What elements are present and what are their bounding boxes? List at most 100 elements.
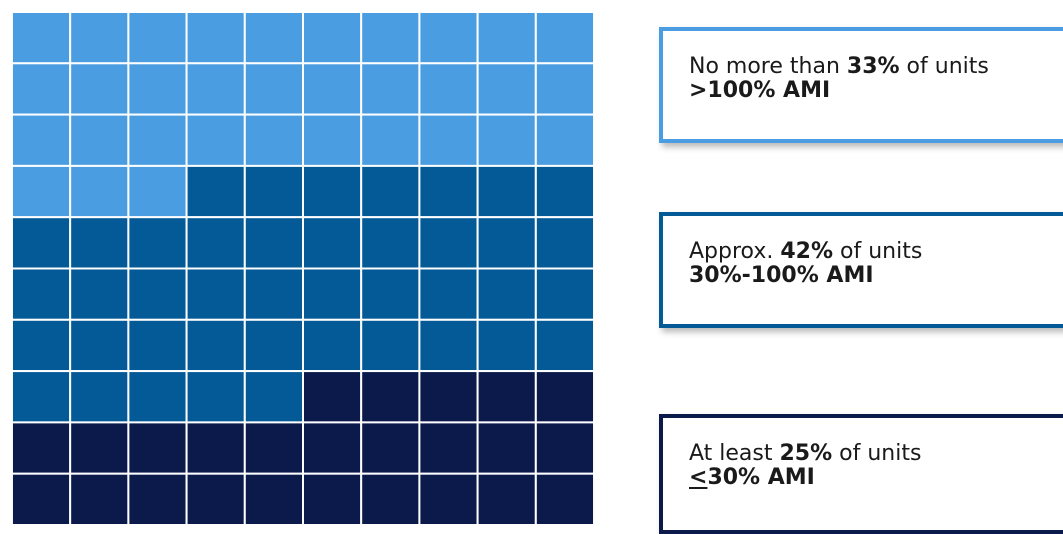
waffle-cell	[302, 164, 363, 219]
waffle-cell	[418, 216, 479, 270]
waffle-cell	[10, 12, 72, 65]
waffle-cell	[243, 318, 304, 373]
waffle-cell	[69, 267, 130, 321]
waffle-cell	[243, 267, 304, 321]
waffle-cell	[534, 267, 596, 321]
waffle-cell	[69, 216, 130, 270]
legend-card-high-suffix: of units	[899, 54, 989, 79]
waffle-cell	[69, 370, 130, 424]
waffle-cell	[418, 164, 479, 219]
waffle-cell	[243, 113, 304, 167]
waffle-cell	[10, 421, 72, 475]
waffle-cell	[69, 318, 130, 373]
waffle-cell	[243, 472, 304, 525]
legend-card-mid-prefix: Approx.	[689, 239, 781, 264]
waffle-cell	[127, 421, 188, 475]
waffle-cell	[476, 216, 537, 270]
waffle-cell	[302, 62, 363, 116]
legend-card-low-label: <30% AMI	[689, 466, 1063, 490]
waffle-cell	[10, 472, 72, 525]
waffle-cell	[243, 370, 304, 424]
legend-card-mid-label: 30%-100% AMI	[689, 263, 874, 288]
waffle-cell	[302, 267, 363, 321]
waffle-cell	[127, 318, 188, 373]
waffle-cell	[127, 62, 188, 116]
waffle-cell	[534, 318, 596, 373]
waffle-cell	[127, 370, 188, 424]
waffle-cell	[360, 267, 421, 321]
waffle-cell	[69, 472, 130, 525]
waffle-cell	[302, 113, 363, 167]
legend-card-high-percent: 33%	[846, 54, 900, 79]
waffle-cell	[418, 318, 479, 373]
waffle-cell	[10, 113, 72, 167]
waffle-cell	[534, 12, 596, 65]
waffle-cell	[476, 370, 537, 424]
waffle-cell	[476, 113, 537, 167]
legend-card-low-percent: 25%	[779, 441, 833, 466]
waffle-cell	[476, 12, 537, 65]
waffle-cell	[185, 267, 246, 321]
waffle-cell	[418, 267, 479, 321]
waffle-cell	[127, 113, 188, 167]
waffle-cell	[534, 62, 596, 116]
waffle-cell	[418, 370, 479, 424]
waffle-cell	[360, 62, 421, 116]
waffle-cell	[243, 62, 304, 116]
waffle-cell	[476, 62, 537, 116]
legend-card-low-suffix: of units	[832, 441, 922, 466]
waffle-cell	[10, 267, 72, 321]
waffle-cell	[418, 421, 479, 475]
legend-card-mid-percent: 42%	[780, 239, 834, 264]
waffle-cell	[534, 216, 596, 270]
waffle-cell	[418, 472, 479, 525]
waffle-cell	[302, 421, 363, 475]
waffle-cell	[302, 318, 363, 373]
waffle-cell	[476, 318, 537, 373]
waffle-cell	[360, 12, 421, 65]
waffle-cell	[185, 164, 246, 219]
waffle-cell	[302, 472, 363, 525]
less-than-or-equal-symbol: <	[689, 465, 708, 490]
waffle-cell	[69, 62, 130, 116]
waffle-cell	[302, 216, 363, 270]
waffle-chart	[10, 12, 596, 525]
waffle-cell	[534, 164, 596, 219]
waffle-cell	[185, 216, 246, 270]
waffle-cell	[69, 12, 130, 65]
waffle-cell	[360, 421, 421, 475]
legend-card-high-label: >100% AMI	[689, 78, 831, 103]
legend-card-low-label-text: 30% AMI	[707, 465, 815, 490]
waffle-cell	[360, 370, 421, 424]
waffle-cell	[185, 421, 246, 475]
waffle-cell	[360, 318, 421, 373]
legend-card-mid-suffix: of units	[833, 239, 923, 264]
waffle-cell	[418, 12, 479, 65]
waffle-cell	[476, 421, 537, 475]
waffle-cell	[302, 12, 363, 65]
waffle-cell	[127, 267, 188, 321]
waffle-cell	[476, 472, 537, 525]
waffle-cell	[10, 318, 72, 373]
waffle-cell	[360, 113, 421, 167]
waffle-cell	[418, 62, 479, 116]
waffle-cell	[127, 12, 188, 65]
waffle-cell	[185, 472, 246, 525]
waffle-cell	[127, 164, 188, 219]
waffle-cell	[476, 267, 537, 321]
waffle-cell	[534, 370, 596, 424]
waffle-cell	[476, 164, 537, 219]
waffle-cell	[69, 113, 130, 167]
legend-card-low-text: At least 25% of units	[689, 442, 1063, 466]
waffle-cell	[69, 421, 130, 475]
waffle-cell	[69, 164, 130, 219]
waffle-cell	[243, 421, 304, 475]
legend-card-low-prefix: At least	[689, 441, 780, 466]
waffle-cell	[127, 216, 188, 270]
legend-card-high-prefix: No more than	[689, 54, 847, 79]
waffle-cell	[534, 113, 596, 167]
waffle-cell	[534, 421, 596, 475]
waffle-cell	[185, 12, 246, 65]
waffle-cell	[302, 370, 363, 424]
waffle-cell	[10, 370, 72, 424]
